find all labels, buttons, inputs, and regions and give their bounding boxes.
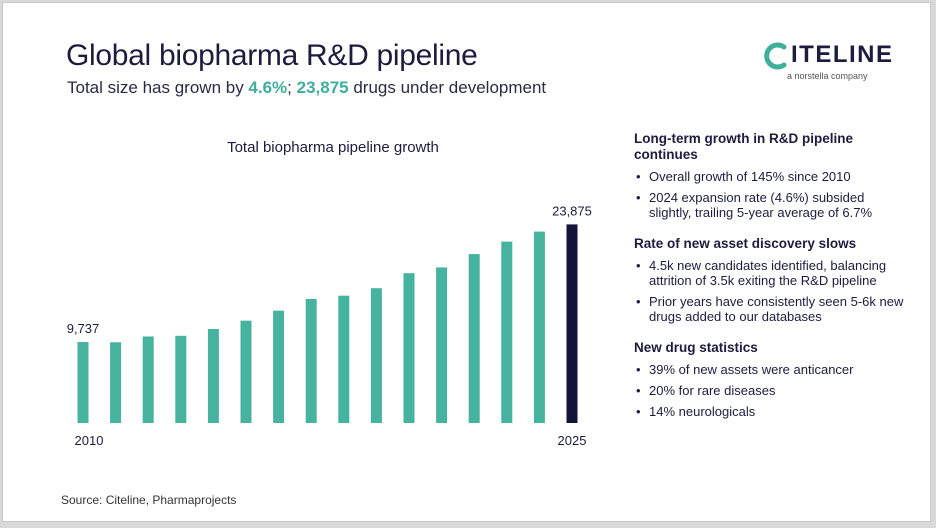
chart-title: Total biopharma pipeline growth [227, 139, 439, 156]
bullet-item: Prior years have consistently seen 5-6k … [634, 294, 904, 324]
bar-2016 [273, 310, 285, 423]
data-label-first: 9,737 [67, 321, 100, 336]
bar-2015 [240, 320, 252, 423]
source-note: Source: Citeline, Pharmaprojects [61, 493, 237, 507]
slide: Global biopharma R&D pipeline Total size… [2, 2, 931, 522]
pipeline-bar-chart: 9,737 23,875 2010 2025 [67, 203, 592, 448]
citeline-c-icon [764, 42, 787, 70]
x-tick-label-last: 2025 [558, 433, 587, 448]
bar-2024 [533, 231, 545, 423]
bar-2013 [175, 335, 187, 423]
bullet-item: Overall growth of 145% since 2010 [634, 169, 904, 184]
bullet-item: 39% of new assets were anticancer [634, 362, 904, 377]
section-heading: Long-term growth in R&D pipeline continu… [634, 131, 853, 162]
bar-2011 [110, 342, 122, 423]
bar-2010 [77, 342, 89, 423]
bar-2022 [468, 254, 480, 423]
subtitle-drug-count: 23,875 [296, 78, 349, 97]
subtitle-growth-rate: 4.6% [248, 78, 288, 97]
bar-2014 [207, 329, 219, 423]
bullet-item: 2024 expansion rate (4.6%) subsided slig… [634, 190, 904, 220]
bar-2012 [142, 336, 154, 423]
bar-2018 [338, 295, 350, 423]
subtitle-text-post: drugs under development [348, 78, 547, 97]
insight-section-statistics: New drug statistics 39% of new assets we… [634, 340, 904, 419]
bar-2017 [305, 299, 317, 423]
bullet-item: 4.5k new candidates identified, balancin… [634, 258, 904, 288]
bullet-item: 20% for rare diseases [634, 383, 904, 398]
bar-2023 [501, 241, 513, 423]
page-subtitle: Total size has grown by 4.6%; 23,875 dru… [67, 78, 546, 98]
subtitle-text-pre: Total size has grown by [67, 78, 249, 97]
section-heading: New drug statistics [634, 340, 758, 355]
bar-2019 [370, 288, 382, 423]
insights-panel: Long-term growth in R&D pipeline continu… [634, 131, 904, 435]
bullet-item: 14% neurologicals [634, 404, 904, 419]
x-tick-label-first: 2010 [75, 433, 104, 448]
insight-section-growth: Long-term growth in R&D pipeline continu… [634, 131, 904, 220]
bar-2020 [403, 273, 415, 423]
bar-2021 [436, 267, 448, 423]
insight-section-discovery: Rate of new asset discovery slows 4.5k n… [634, 236, 904, 324]
data-label-last: 23,875 [552, 203, 592, 218]
logo-wordmark: ITELINE [791, 41, 894, 68]
subtitle-text-mid: ; [287, 78, 297, 97]
logo-tagline: a norstella company [787, 71, 868, 81]
bar-2025 [566, 224, 578, 423]
page-title: Global biopharma R&D pipeline [66, 39, 478, 72]
section-heading: Rate of new asset discovery slows [634, 236, 857, 251]
citeline-logo: ITELINE a norstella company [761, 41, 901, 85]
